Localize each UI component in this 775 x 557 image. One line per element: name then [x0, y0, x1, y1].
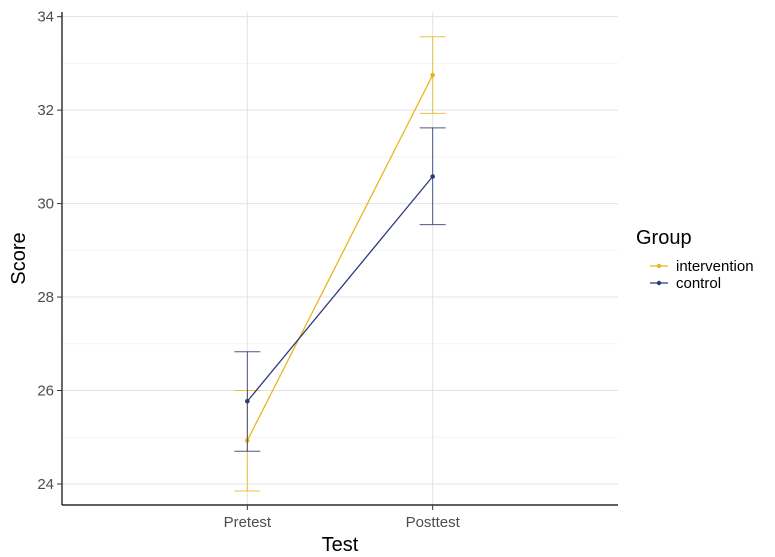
data-point	[245, 398, 250, 404]
data-point	[430, 72, 435, 78]
legend-title: Group	[636, 227, 692, 249]
legend-key-point	[656, 280, 662, 286]
series-line	[246, 74, 434, 441]
y-tick-label: 26	[37, 383, 54, 400]
data-point	[430, 174, 435, 179]
series-line	[246, 176, 434, 402]
y-axis-ticks: 24 26 28 30 32 34	[37, 9, 62, 493]
y-tick-label: 24	[37, 476, 54, 493]
x-axis-ticks: Pretest Posttest	[224, 505, 461, 531]
y-tick-label: 32	[37, 102, 54, 119]
series-control	[234, 127, 446, 452]
x-tick-label: Pretest	[224, 514, 272, 531]
y-tick-label: 34	[37, 9, 54, 26]
legend-key-point	[656, 263, 662, 269]
series-layer	[234, 36, 446, 492]
y-tick-label: 30	[37, 196, 54, 213]
legend-label: control	[676, 275, 721, 292]
x-tick-label: Posttest	[406, 514, 461, 531]
series-intervention	[234, 36, 446, 492]
x-axis-title: Test	[322, 534, 359, 556]
legend-label: intervention	[676, 258, 754, 275]
y-tick-label: 28	[37, 289, 54, 306]
grid-lines	[62, 12, 618, 505]
y-axis-title: Score	[8, 232, 30, 284]
axes	[61, 12, 618, 506]
